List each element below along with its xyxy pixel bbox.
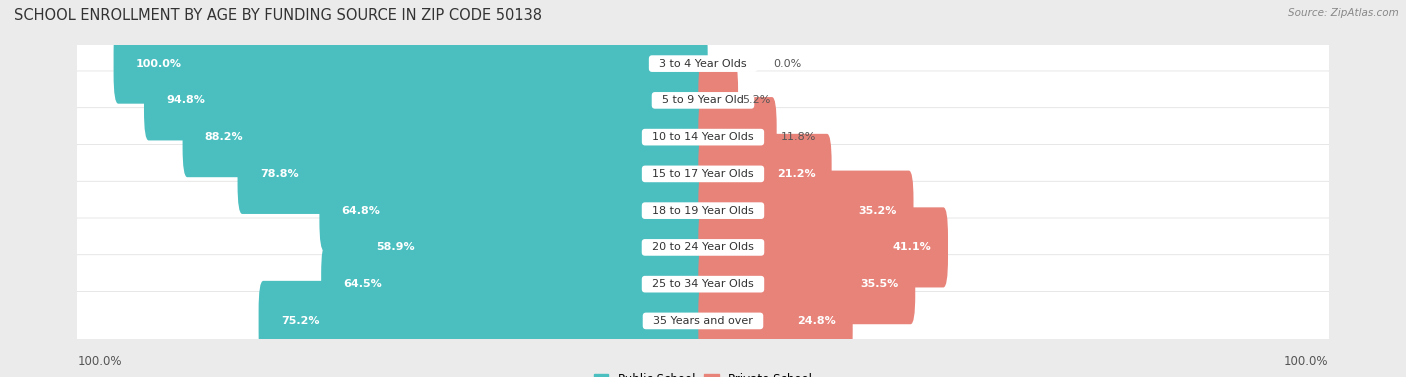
FancyBboxPatch shape (76, 181, 1330, 240)
Text: 35.2%: 35.2% (859, 205, 897, 216)
FancyBboxPatch shape (76, 144, 1330, 203)
Text: 94.8%: 94.8% (166, 95, 205, 106)
FancyBboxPatch shape (76, 218, 1330, 277)
Text: 24.8%: 24.8% (797, 316, 837, 326)
Text: 58.9%: 58.9% (377, 242, 415, 253)
Text: 88.2%: 88.2% (205, 132, 243, 142)
FancyBboxPatch shape (699, 97, 776, 177)
Text: 100.0%: 100.0% (77, 356, 122, 368)
Text: 78.8%: 78.8% (260, 169, 298, 179)
Text: 10 to 14 Year Olds: 10 to 14 Year Olds (645, 132, 761, 142)
FancyBboxPatch shape (319, 170, 707, 251)
FancyBboxPatch shape (114, 23, 707, 104)
FancyBboxPatch shape (321, 244, 707, 324)
Text: 100.0%: 100.0% (1284, 356, 1329, 368)
FancyBboxPatch shape (76, 71, 1330, 130)
Text: 35 Years and over: 35 Years and over (647, 316, 759, 326)
FancyBboxPatch shape (699, 244, 915, 324)
FancyBboxPatch shape (699, 207, 948, 288)
Text: 100.0%: 100.0% (136, 58, 181, 69)
FancyBboxPatch shape (143, 60, 707, 141)
Text: 11.8%: 11.8% (780, 132, 815, 142)
FancyBboxPatch shape (183, 97, 707, 177)
FancyBboxPatch shape (699, 60, 738, 141)
FancyBboxPatch shape (76, 108, 1330, 167)
Text: 5 to 9 Year Old: 5 to 9 Year Old (655, 95, 751, 106)
Text: SCHOOL ENROLLMENT BY AGE BY FUNDING SOURCE IN ZIP CODE 50138: SCHOOL ENROLLMENT BY AGE BY FUNDING SOUR… (14, 8, 543, 23)
Text: 41.1%: 41.1% (893, 242, 932, 253)
Text: 20 to 24 Year Olds: 20 to 24 Year Olds (645, 242, 761, 253)
FancyBboxPatch shape (76, 291, 1330, 350)
Text: 5.2%: 5.2% (742, 95, 770, 106)
Text: 21.2%: 21.2% (776, 169, 815, 179)
FancyBboxPatch shape (699, 134, 831, 214)
Text: 18 to 19 Year Olds: 18 to 19 Year Olds (645, 205, 761, 216)
FancyBboxPatch shape (238, 134, 707, 214)
FancyBboxPatch shape (699, 170, 914, 251)
Text: 15 to 17 Year Olds: 15 to 17 Year Olds (645, 169, 761, 179)
FancyBboxPatch shape (76, 255, 1330, 314)
Text: 25 to 34 Year Olds: 25 to 34 Year Olds (645, 279, 761, 289)
FancyBboxPatch shape (76, 34, 1330, 93)
Text: 35.5%: 35.5% (860, 279, 898, 289)
Text: Source: ZipAtlas.com: Source: ZipAtlas.com (1288, 8, 1399, 18)
Text: 75.2%: 75.2% (281, 316, 319, 326)
Text: 0.0%: 0.0% (773, 58, 801, 69)
Text: 64.5%: 64.5% (343, 279, 382, 289)
FancyBboxPatch shape (259, 281, 707, 361)
FancyBboxPatch shape (354, 207, 707, 288)
Text: 3 to 4 Year Olds: 3 to 4 Year Olds (652, 58, 754, 69)
FancyBboxPatch shape (699, 281, 852, 361)
Text: 64.8%: 64.8% (342, 205, 381, 216)
Legend: Public School, Private School: Public School, Private School (593, 373, 813, 377)
